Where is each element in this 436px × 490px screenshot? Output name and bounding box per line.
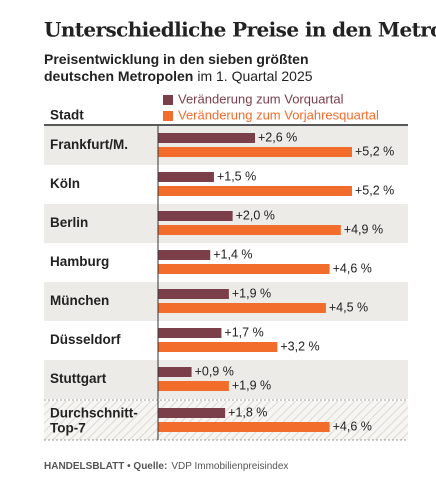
- legend-label: Veränderung zum Vorquartal: [178, 91, 344, 106]
- category-label: München: [50, 293, 109, 308]
- row-background: [44, 360, 408, 399]
- subtitle: deutschen Metropolen: [44, 68, 193, 84]
- category-label-line: Top-7: [50, 420, 86, 435]
- bar: [158, 133, 255, 143]
- row-background: [44, 282, 408, 321]
- bar: [158, 289, 229, 299]
- bar: [158, 342, 278, 352]
- row-background: [44, 126, 408, 165]
- bar: [158, 250, 211, 260]
- category-label: Hamburg: [50, 254, 109, 269]
- chart-title: Unterschiedliche Preise in den Metropole…: [44, 18, 436, 42]
- legend-swatch: [163, 111, 173, 121]
- bar: [158, 225, 341, 235]
- bar: [158, 147, 352, 157]
- legend-label: Veränderung zum Vorjahresquartal: [178, 107, 379, 122]
- category-label: Durchschnitt-Top-7: [50, 405, 138, 435]
- value-label: +4,5 %: [329, 300, 368, 314]
- value-label: +1,9 %: [232, 378, 271, 392]
- bar: [158, 422, 330, 432]
- value-label: +4,9 %: [344, 222, 383, 236]
- category-label-line: Durchschnitt-: [50, 405, 138, 420]
- bar: [158, 211, 233, 221]
- bar: [158, 408, 226, 418]
- bar: [158, 172, 214, 182]
- value-label: +0,9 %: [195, 364, 234, 378]
- column-header: Stadt: [50, 108, 84, 123]
- subtitle: Preisentwicklung in den sieben größten: [44, 51, 309, 67]
- subtitle-period: im 1. Quartal 2025: [197, 68, 312, 84]
- category-label: Frankfurt/M.: [50, 137, 128, 152]
- value-label: +1,5 %: [217, 169, 256, 183]
- value-label: +2,6 %: [258, 130, 297, 144]
- legend-swatch: [163, 95, 173, 105]
- subtitle-line: deutschen Metropolen im 1. Quartal 2025: [44, 68, 313, 84]
- footer-source: VDP Immobilienpreisindex: [171, 461, 288, 472]
- value-label: +4,6 %: [333, 419, 372, 433]
- bar: [158, 303, 326, 313]
- value-label: +4,6 %: [333, 261, 372, 275]
- bar: [158, 328, 222, 338]
- category-label: Berlin: [50, 215, 88, 230]
- bar: [158, 264, 330, 274]
- footer-brand: HANDELSBLATT • Quelle:: [44, 461, 167, 472]
- bar: [158, 186, 352, 196]
- value-label: +3,2 %: [280, 339, 319, 353]
- value-label: +1,4 %: [213, 247, 252, 261]
- subtitle: Preisentwicklung in den sieben größten: [44, 51, 309, 67]
- value-label: +1,7 %: [224, 325, 263, 339]
- category-label: Düsseldorf: [50, 332, 121, 347]
- row-background: [44, 204, 408, 243]
- value-label: +1,9 %: [232, 286, 271, 300]
- category-label: Köln: [50, 176, 80, 191]
- row-background: [44, 401, 408, 440]
- value-label: +5,2 %: [355, 183, 394, 197]
- value-label: +2,0 %: [236, 208, 275, 222]
- bar: [158, 367, 192, 377]
- value-label: +1,8 %: [228, 405, 267, 419]
- value-label: +5,2 %: [355, 144, 394, 158]
- bar: [158, 381, 229, 391]
- footer: HANDELSBLATT • Quelle: VDP Immobilienprei…: [44, 461, 288, 472]
- category-label: Stuttgart: [50, 371, 107, 386]
